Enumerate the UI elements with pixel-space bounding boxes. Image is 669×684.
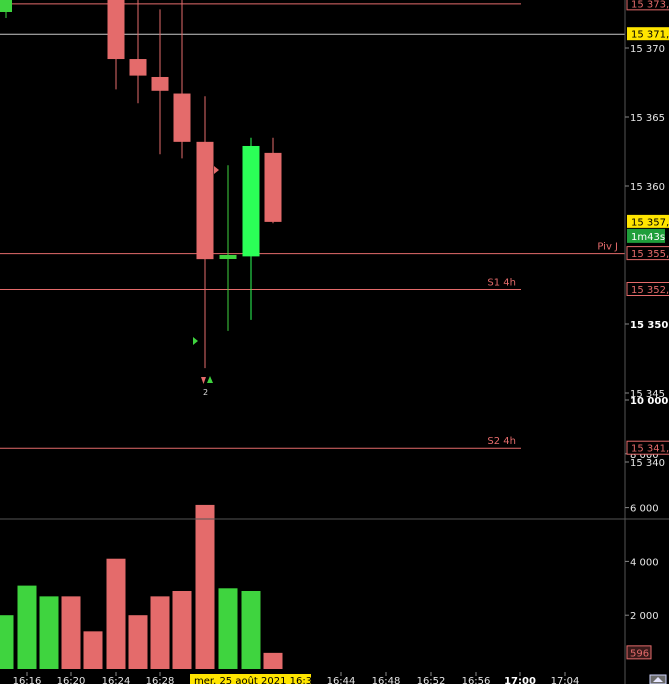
- volume-bar[interactable]: [61, 596, 81, 669]
- volume-bar[interactable]: [39, 596, 59, 669]
- level-price-badge: [626, 246, 669, 261]
- candle[interactable]: [242, 137, 260, 320]
- price-tick-label: 15 340: [630, 458, 665, 469]
- last-price-badge: [627, 214, 669, 228]
- crosshair-time-text: mer. 25 août 2021 16:36: [194, 675, 318, 684]
- level-price-badge: [626, 440, 669, 455]
- axis-corner-button[interactable]: [649, 674, 667, 684]
- candle-body: [107, 0, 125, 60]
- level-price-badge: [627, 27, 669, 41]
- last-price-badge-text: 15 357,4: [631, 217, 669, 228]
- level-price-badge: [626, 282, 669, 296]
- crosshair-time-badge: [190, 674, 311, 684]
- volume-tick-label: 6 000: [630, 504, 659, 515]
- time-tick-label: 16:20: [57, 676, 86, 684]
- candle[interactable]: [173, 0, 191, 159]
- time-tick-label: 16:24: [102, 676, 131, 684]
- candle[interactable]: [151, 9, 169, 155]
- price-tick-label: 15 350: [630, 320, 668, 331]
- entry-marker-icon: [193, 337, 198, 345]
- sell-arrow-icon: [201, 377, 206, 384]
- time-tick-label: 16:48: [372, 676, 401, 684]
- level-price-badge-text: 15 371,0: [631, 30, 669, 41]
- volume-tick-label: 10 000: [630, 396, 668, 407]
- candle-body: [151, 76, 169, 91]
- candle[interactable]: [196, 96, 214, 369]
- volume-plot-area[interactable]: [0, 504, 283, 669]
- level-label: S1 4h: [487, 278, 516, 289]
- expand-arrows-icon: [653, 677, 663, 682]
- volume-tick-label: 4 000: [630, 557, 659, 568]
- price-tick-label: 15 345: [630, 389, 665, 400]
- volume-bar[interactable]: [0, 615, 14, 669]
- last-volume-badge-text: 596: [630, 648, 649, 659]
- volume-bar[interactable]: [263, 652, 283, 669]
- candle[interactable]: [219, 165, 237, 331]
- price-tick-label: 15 370: [630, 44, 665, 55]
- volume-bar[interactable]: [128, 615, 148, 669]
- candle-body: [196, 141, 214, 260]
- trade-count-label: 2: [203, 388, 208, 397]
- partial-candle-body: [0, 0, 12, 12]
- time-axis[interactable]: 16:16 16:20 16:24 16:28 16:44 16:48 16:52 16:56…: [13, 672, 580, 684]
- volume-tick-label: 8 000: [630, 450, 659, 461]
- time-tick-label: 17:04: [551, 676, 580, 684]
- volume-bar[interactable]: [195, 504, 215, 669]
- volume-bar[interactable]: [150, 596, 170, 669]
- price-tick-label: 15 360: [630, 182, 665, 193]
- volume-bar[interactable]: [17, 585, 37, 669]
- level-label: S2 4h: [487, 436, 516, 447]
- order-marker-icon: [214, 166, 219, 174]
- price-badges: 15 373,15 371,015 355,15 352,515 341,015…: [626, 0, 669, 660]
- level-price-badge-text: 15 341,0: [631, 444, 669, 455]
- level-price-badge: [626, 0, 669, 11]
- price-plot-area[interactable]: Piv J S1 4h S2 4h 2: [0, 0, 625, 449]
- candle[interactable]: [264, 137, 282, 224]
- countdown-text: 1m43s: [631, 232, 665, 243]
- candle-body: [242, 145, 260, 257]
- volume-bar[interactable]: [83, 631, 103, 669]
- candle-body: [173, 93, 191, 142]
- time-tick-label: 16:28: [146, 676, 175, 684]
- countdown-badge: [627, 228, 665, 243]
- candle-body: [264, 152, 282, 222]
- level-price-badge-text: 15 355,: [631, 249, 669, 260]
- candle[interactable]: [107, 0, 125, 90]
- time-tick-label: 16:52: [417, 676, 446, 684]
- candle-body: [129, 59, 147, 76]
- candle-body: [219, 255, 237, 259]
- volume-bar[interactable]: [218, 588, 238, 669]
- time-tick-label: 17:00: [504, 676, 536, 684]
- time-tick-label: 16:16: [13, 676, 42, 684]
- time-tick-label: 16:44: [327, 676, 356, 684]
- level-price-badge-text: 15 352,5: [631, 285, 669, 296]
- price-axis[interactable]: 15 370 15 365 15 360 15 350 15 345 15 340: [625, 44, 668, 469]
- level-price-badge-text: 15 373,: [631, 0, 669, 10]
- volume-bar[interactable]: [106, 558, 126, 669]
- volume-tick-label: 2 000: [630, 611, 659, 622]
- level-label: Piv J: [597, 242, 618, 253]
- volume-bar[interactable]: [172, 590, 192, 669]
- candle[interactable]: [129, 0, 147, 104]
- price-tick-label: 15 365: [630, 113, 665, 124]
- last-volume-badge: [626, 645, 652, 660]
- buy-arrow-icon: [207, 376, 213, 383]
- time-tick-label: 16:56: [462, 676, 491, 684]
- volume-bar[interactable]: [241, 590, 261, 669]
